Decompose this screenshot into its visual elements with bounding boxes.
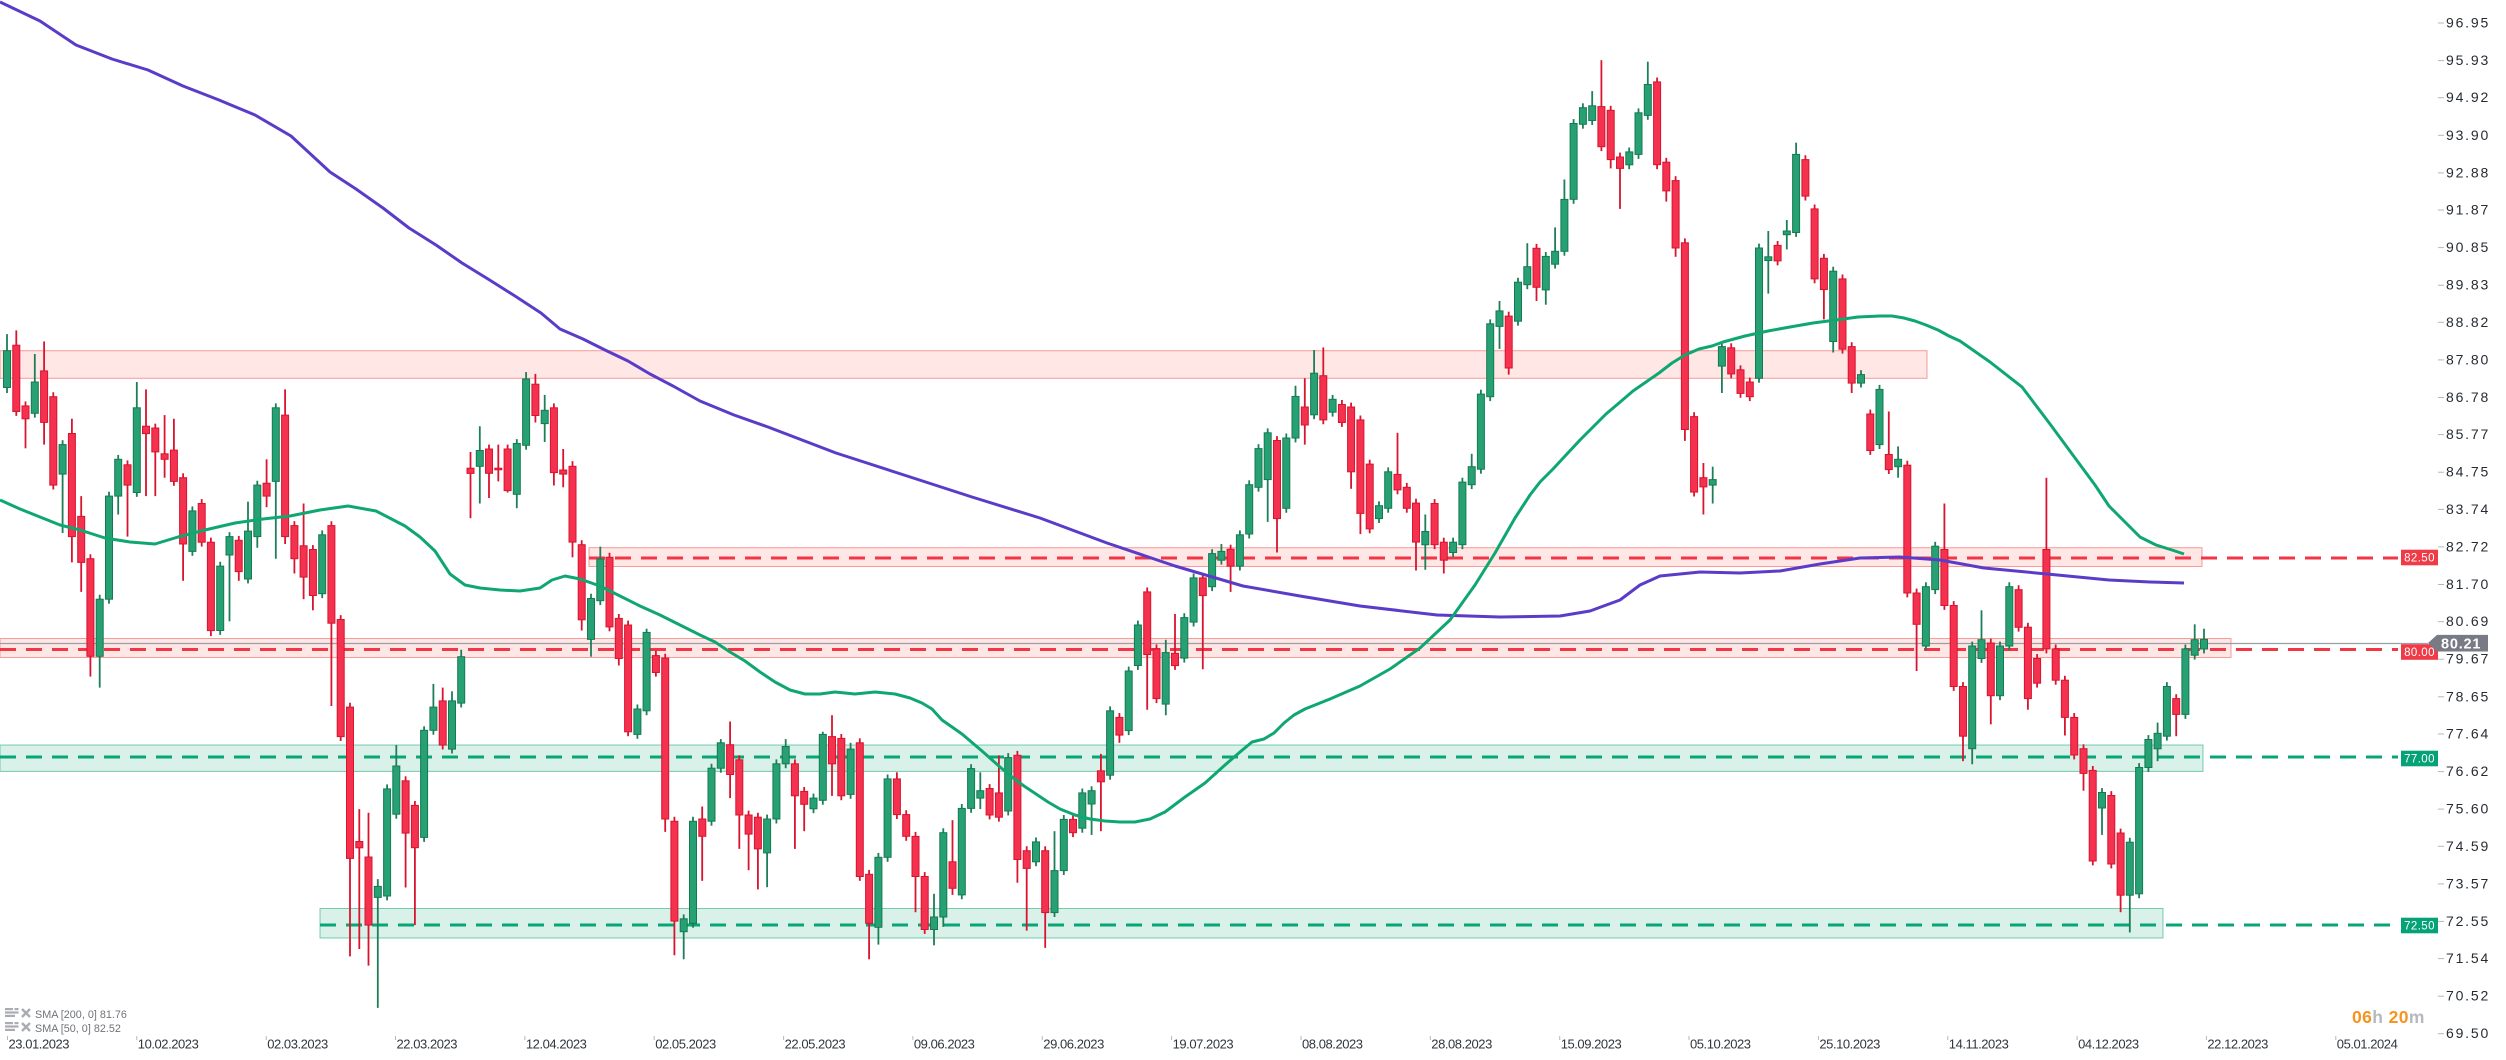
svg-text:SMA [50, 0] 82.52: SMA [50, 0] 82.52 [35,1023,121,1035]
svg-text:90.85: 90.85 [2446,239,2490,255]
svg-text:80.00: 80.00 [2404,647,2435,659]
svg-text:95.93: 95.93 [2446,52,2490,68]
svg-text:15.09.2023: 15.09.2023 [1561,1037,1622,1052]
svg-text:09.06.2023: 09.06.2023 [914,1037,975,1052]
svg-text:05.10.2023: 05.10.2023 [1690,1037,1751,1052]
svg-text:10.02.2023: 10.02.2023 [138,1037,199,1052]
svg-text:72.55: 72.55 [2446,913,2490,929]
svg-text:14.11.2023: 14.11.2023 [1949,1037,2009,1052]
svg-text:80.69: 80.69 [2446,613,2490,629]
svg-text:08.08.2023: 08.08.2023 [1302,1037,1363,1052]
svg-text:28.08.2023: 28.08.2023 [1431,1037,1492,1052]
svg-text:76.62: 76.62 [2446,763,2490,779]
svg-text:70.52: 70.52 [2446,988,2490,1004]
svg-text:94.92: 94.92 [2446,89,2490,105]
svg-text:05.01.2024: 05.01.2024 [2337,1037,2398,1052]
svg-text:72.50: 72.50 [2404,921,2435,933]
svg-text:84.75: 84.75 [2446,464,2490,480]
svg-text:85.77: 85.77 [2446,426,2490,442]
svg-text:22.03.2023: 22.03.2023 [397,1037,458,1052]
svg-text:89.83: 89.83 [2446,277,2490,293]
svg-text:77.00: 77.00 [2404,754,2435,766]
svg-text:83.74: 83.74 [2446,501,2490,517]
svg-text:86.78: 86.78 [2446,389,2490,405]
svg-text:23.01.2023: 23.01.2023 [9,1037,70,1052]
svg-text:75.60: 75.60 [2446,801,2490,817]
svg-text:06h 20m: 06h 20m [2352,1007,2425,1027]
svg-text:82.72: 82.72 [2446,538,2490,554]
svg-text:82.50: 82.50 [2404,553,2435,565]
svg-text:78.65: 78.65 [2446,688,2490,704]
svg-text:29.06.2023: 29.06.2023 [1043,1037,1104,1052]
svg-text:12.04.2023: 12.04.2023 [526,1037,587,1052]
svg-text:91.87: 91.87 [2446,202,2490,218]
svg-text:02.03.2023: 02.03.2023 [267,1037,328,1052]
svg-text:92.88: 92.88 [2446,164,2490,180]
svg-text:80.21: 80.21 [2441,637,2481,653]
svg-text:73.57: 73.57 [2446,875,2490,891]
svg-text:88.82: 88.82 [2446,314,2490,330]
svg-text:22.12.2023: 22.12.2023 [2207,1037,2268,1052]
svg-text:77.64: 77.64 [2446,726,2490,742]
svg-text:SMA [200, 0] 81.76: SMA [200, 0] 81.76 [35,1009,127,1021]
svg-text:81.70: 81.70 [2446,576,2490,592]
svg-text:04.12.2023: 04.12.2023 [2078,1037,2139,1052]
svg-text:87.80: 87.80 [2446,351,2490,367]
svg-text:19.07.2023: 19.07.2023 [1173,1037,1234,1052]
svg-text:71.54: 71.54 [2446,950,2490,966]
svg-text:96.95: 96.95 [2446,15,2490,31]
svg-text:22.05.2023: 22.05.2023 [785,1037,846,1052]
svg-text:79.67: 79.67 [2446,651,2490,667]
svg-text:25.10.2023: 25.10.2023 [1819,1037,1880,1052]
svg-text:93.90: 93.90 [2446,127,2490,143]
svg-text:74.59: 74.59 [2446,838,2490,854]
svg-text:69.50: 69.50 [2446,1025,2490,1041]
svg-text:02.05.2023: 02.05.2023 [655,1037,716,1052]
